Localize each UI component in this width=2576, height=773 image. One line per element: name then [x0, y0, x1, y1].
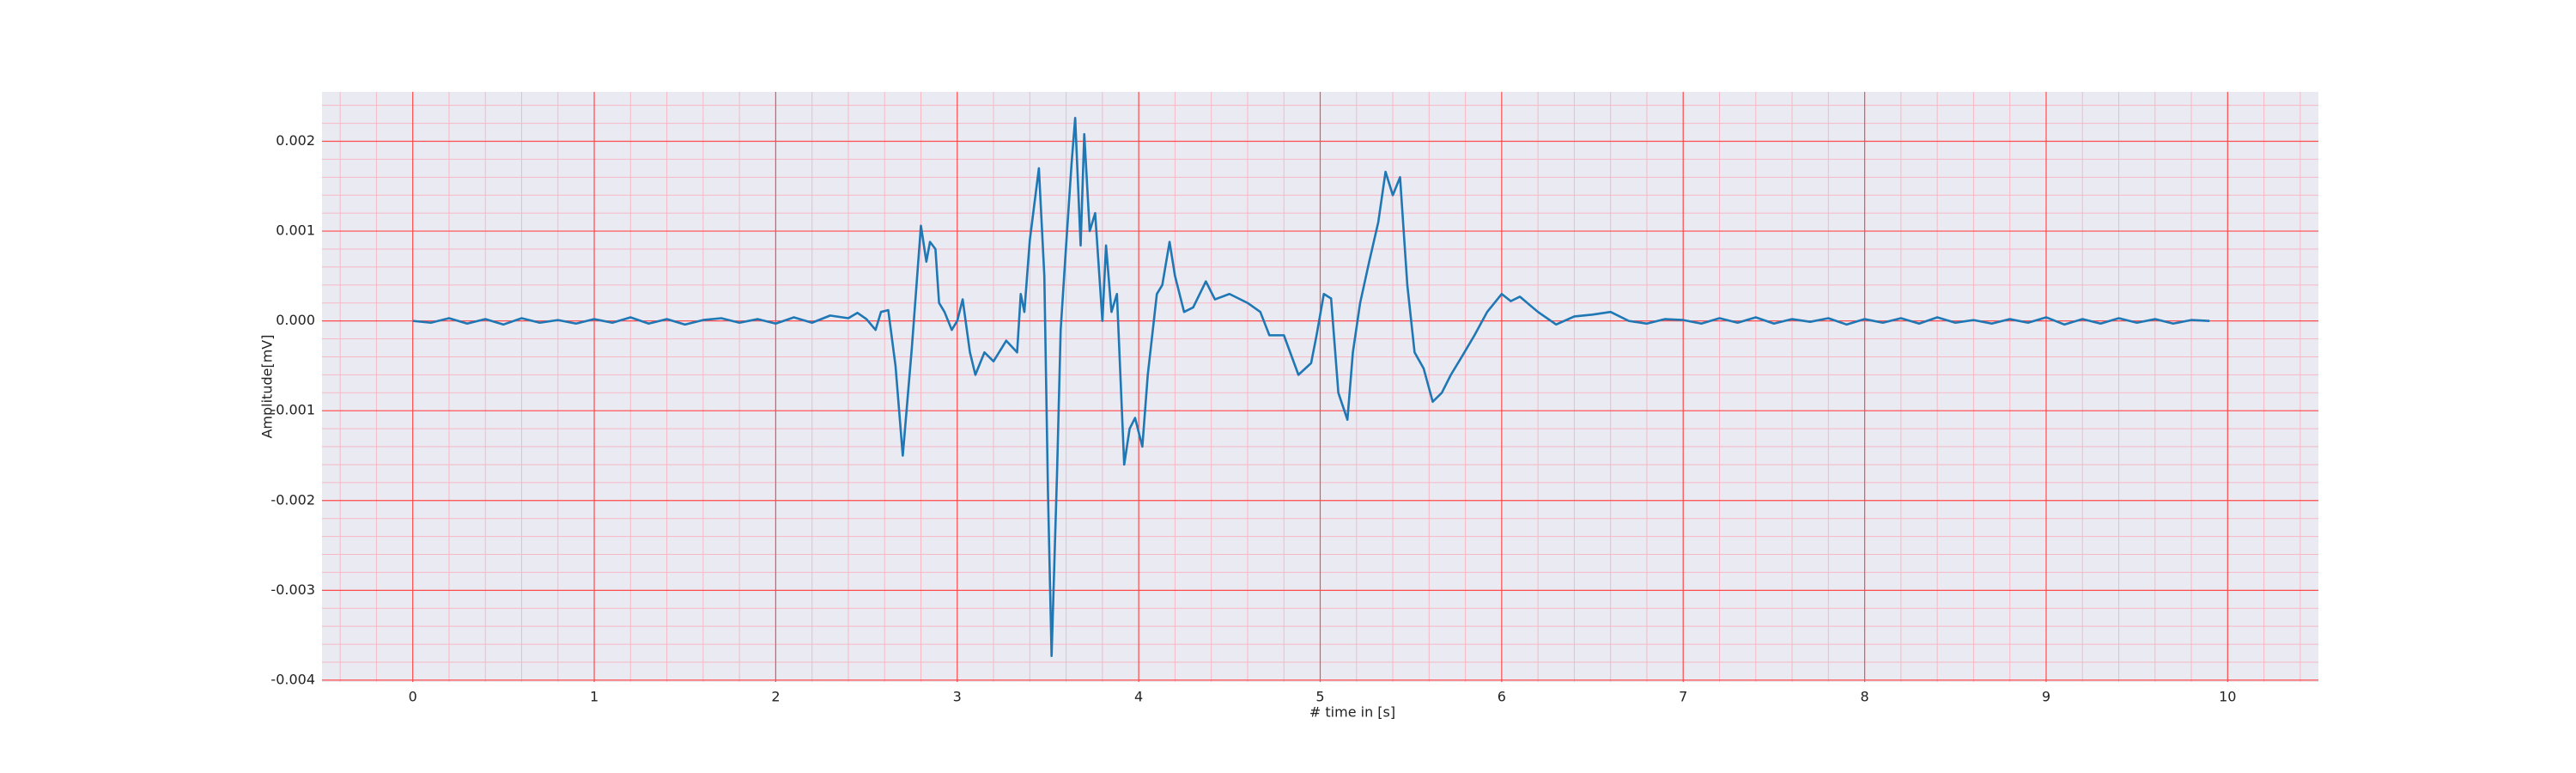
y-axis-label: Amplitude[mV]: [259, 334, 276, 438]
x-tick-label: 10: [2219, 689, 2236, 705]
y-tick-label: -0.001: [270, 402, 315, 418]
x-tick-label: 5: [1315, 689, 1324, 705]
y-tick-label: 0.002: [276, 132, 315, 149]
x-tick-label: 3: [953, 689, 962, 705]
x-tick-label: 9: [2042, 689, 2050, 705]
x-tick-label: 7: [1679, 689, 1687, 705]
x-axis-label: # time in [s]: [1309, 704, 1395, 721]
x-tick-label: 2: [771, 689, 780, 705]
x-tick-label: 1: [590, 689, 598, 705]
x-tick-label: 4: [1134, 689, 1143, 705]
y-tick-label: -0.004: [270, 671, 315, 687]
x-tick-label: 8: [1860, 689, 1868, 705]
signal-line: [412, 117, 2210, 657]
x-tick-label: 0: [409, 689, 417, 705]
y-tick-label: -0.003: [270, 581, 315, 598]
x-tick-label: 6: [1498, 689, 1506, 705]
y-tick-label: 0.001: [276, 222, 315, 239]
y-tick-label: -0.002: [270, 491, 315, 508]
y-tick-label: 0.000: [276, 312, 315, 328]
